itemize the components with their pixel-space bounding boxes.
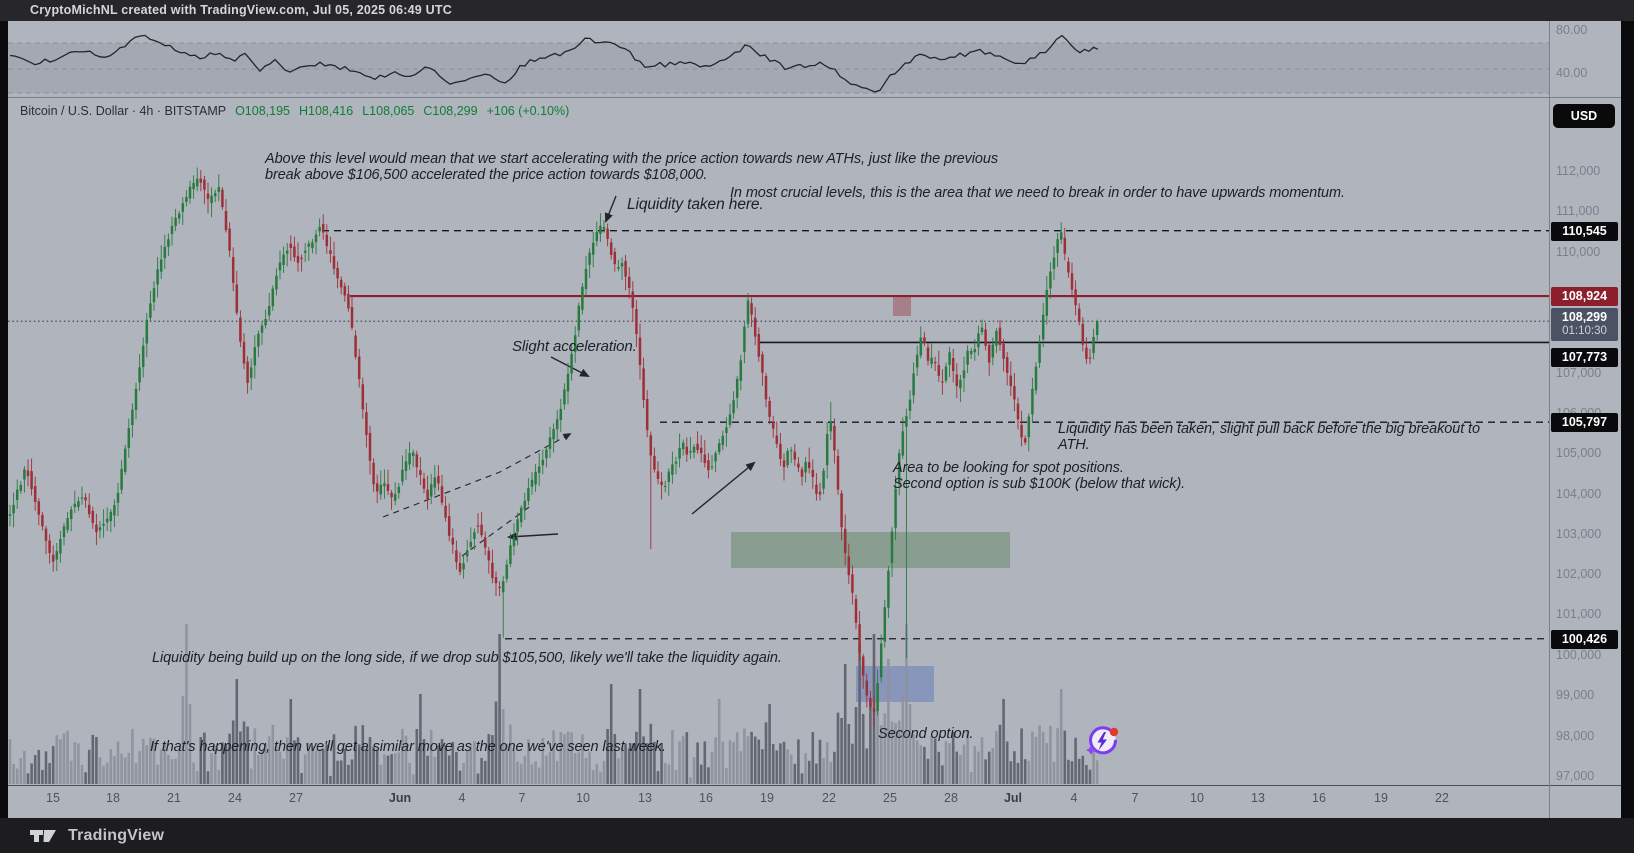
currency-toggle-button[interactable]: USD (1553, 104, 1615, 128)
trendline (461, 504, 533, 557)
symbol-title[interactable]: Bitcoin / U.S. Dollar · 4h · BITSTAMP (20, 104, 227, 118)
chart-background (8, 21, 1621, 818)
footer-bar: TradingView (0, 818, 1634, 853)
attribution-bar: CryptoMichNL created with TradingView.co… (0, 0, 1634, 21)
trendline (382, 433, 572, 518)
ohlc-close: C108,299 (423, 104, 478, 118)
price-change: +106 (+0.10%) (486, 104, 570, 118)
indicator-line (9, 34, 1099, 93)
comet-sticker (1086, 726, 1119, 755)
ohlc-high: H108,416 (299, 104, 354, 118)
candlestick-series (8, 167, 1099, 727)
tradingview-logo-icon (30, 829, 56, 842)
annotation-arrow (691, 461, 756, 515)
zone-box (893, 297, 911, 316)
zone-box (731, 532, 1010, 568)
attribution-text: CryptoMichNL created with TradingView.co… (30, 3, 452, 17)
ohlc-low: L108,065 (362, 104, 415, 118)
price-chart-canvas[interactable] (8, 21, 1621, 818)
annotation-arrow (604, 195, 617, 223)
footer-brand: TradingView (68, 826, 165, 844)
annotation-arrow (506, 532, 559, 541)
volume-series (8, 624, 1099, 785)
symbol-info-bar[interactable]: Bitcoin / U.S. Dollar · 4h · BITSTAMP O10… (20, 104, 569, 118)
zone-box (856, 666, 934, 702)
rsi-band (8, 43, 1549, 93)
ohlc-open: O108,195 (235, 104, 290, 118)
annotation-arrow (550, 356, 590, 377)
